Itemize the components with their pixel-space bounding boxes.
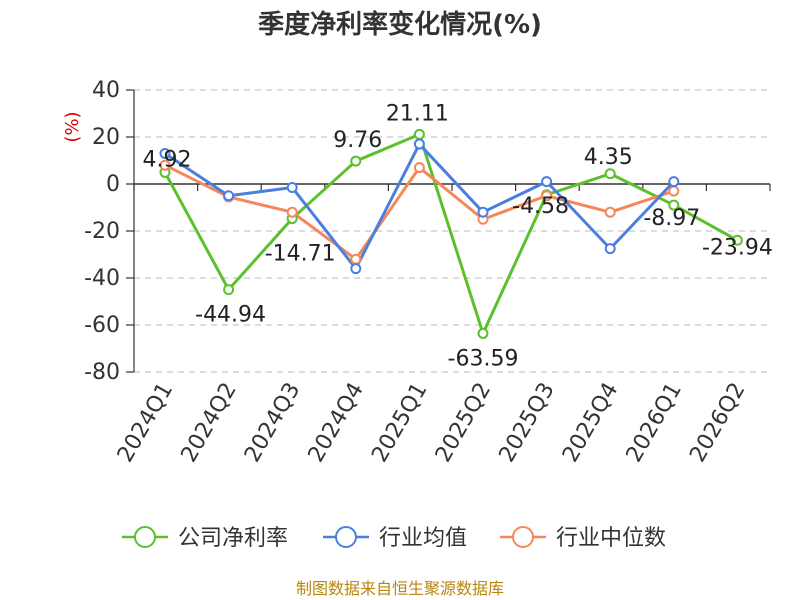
data-point xyxy=(477,206,489,218)
data-point xyxy=(668,176,680,188)
grid-lines xyxy=(134,89,770,373)
legend-swatch-marker xyxy=(335,526,357,548)
x-tick-label: 2025Q2 xyxy=(431,379,496,467)
data-point xyxy=(286,206,298,218)
y-axis-unit: (%) xyxy=(62,111,83,142)
data-point xyxy=(541,176,553,188)
x-tick-label: 2025Q3 xyxy=(494,379,559,467)
y-axis: 40 20 0 -20 -40 -60 -80 xyxy=(84,78,135,385)
data-label: 9.76 xyxy=(333,128,382,153)
y-tick-label: -60 xyxy=(84,313,120,338)
y-tick-label: 0 xyxy=(106,172,120,197)
y-tick-label: -40 xyxy=(84,266,120,291)
source-note: 制图数据来自恒生聚源数据库 xyxy=(296,579,504,598)
data-point xyxy=(604,243,616,255)
x-tick-label: 2024Q3 xyxy=(240,379,305,467)
legend-label: 行业均值 xyxy=(379,526,467,551)
legend-swatch-marker xyxy=(134,526,156,548)
data-point xyxy=(159,147,171,159)
data-point xyxy=(223,190,235,202)
x-tick-label: 2026Q1 xyxy=(622,379,687,467)
data-point xyxy=(350,253,362,265)
data-point xyxy=(223,284,235,296)
x-tick-label: 2024Q2 xyxy=(176,379,241,467)
data-point xyxy=(604,206,616,218)
legend-item[interactable]: 行业均值 xyxy=(323,526,467,551)
data-point xyxy=(350,263,362,275)
x-tick-label: 2026Q2 xyxy=(685,379,750,467)
data-point xyxy=(477,327,489,339)
legend-label: 公司净利率 xyxy=(178,526,288,551)
x-tick-label: 2024Q4 xyxy=(304,379,369,467)
data-label: 4.92 xyxy=(143,147,192,172)
legend-item[interactable]: 行业中位数 xyxy=(500,526,666,551)
data-point xyxy=(668,185,680,197)
data-label: 21.11 xyxy=(386,101,449,126)
data-point xyxy=(286,182,298,194)
y-tick-label: -20 xyxy=(84,219,120,244)
x-tick-label: 2025Q1 xyxy=(367,379,432,467)
data-point xyxy=(159,159,171,171)
data-label: -8.97 xyxy=(643,206,700,231)
x-tick-label: 2025Q4 xyxy=(558,379,623,467)
legend-item[interactable]: 公司净利率 xyxy=(122,526,288,551)
data-point xyxy=(541,190,553,202)
x-tick-label: 2024Q1 xyxy=(113,379,178,467)
data-point xyxy=(604,168,616,180)
data-point xyxy=(350,155,362,167)
data-point xyxy=(668,199,680,211)
y-tick-label: -80 xyxy=(84,360,120,385)
series-line xyxy=(163,132,739,335)
data-point xyxy=(731,234,743,246)
data-label: -23.94 xyxy=(702,235,773,260)
data-label: -63.59 xyxy=(448,346,519,371)
data-label: -44.94 xyxy=(195,303,266,328)
data-point xyxy=(413,138,425,150)
data-label: -14.71 xyxy=(265,242,336,267)
data-point xyxy=(413,162,425,174)
legend-label: 行业中位数 xyxy=(556,526,666,551)
legend-swatch-marker xyxy=(512,526,534,548)
chart-title: 季度净利率变化情况(%) xyxy=(258,9,542,40)
y-tick-label: 20 xyxy=(92,125,120,150)
series-group xyxy=(159,128,743,339)
y-tick-label: 40 xyxy=(92,78,120,103)
legend[interactable]: 公司净利率 行业均值 行业中位数 xyxy=(122,526,666,551)
data-point xyxy=(413,128,425,140)
data-label: 4.35 xyxy=(584,145,633,170)
data-label: -4.58 xyxy=(512,194,569,219)
